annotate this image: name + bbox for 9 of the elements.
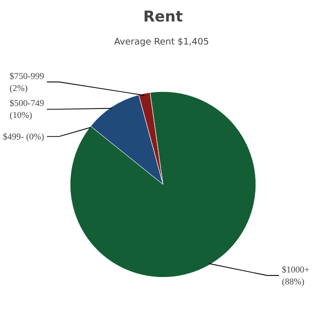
- slice-label: $1000+: [282, 264, 310, 274]
- data-label: (2%): [10, 82, 28, 93]
- chart-title: Rent: [143, 8, 183, 26]
- data-label: (10%): [10, 110, 32, 120]
- chart-subtitle: Average Rent $1,405: [114, 38, 209, 48]
- data-label: (88%): [282, 276, 304, 286]
- slice-label: $500-749: [10, 98, 45, 108]
- legend-label: $499- (0%): [2, 132, 44, 142]
- slice-label: $750-999: [10, 70, 45, 81]
